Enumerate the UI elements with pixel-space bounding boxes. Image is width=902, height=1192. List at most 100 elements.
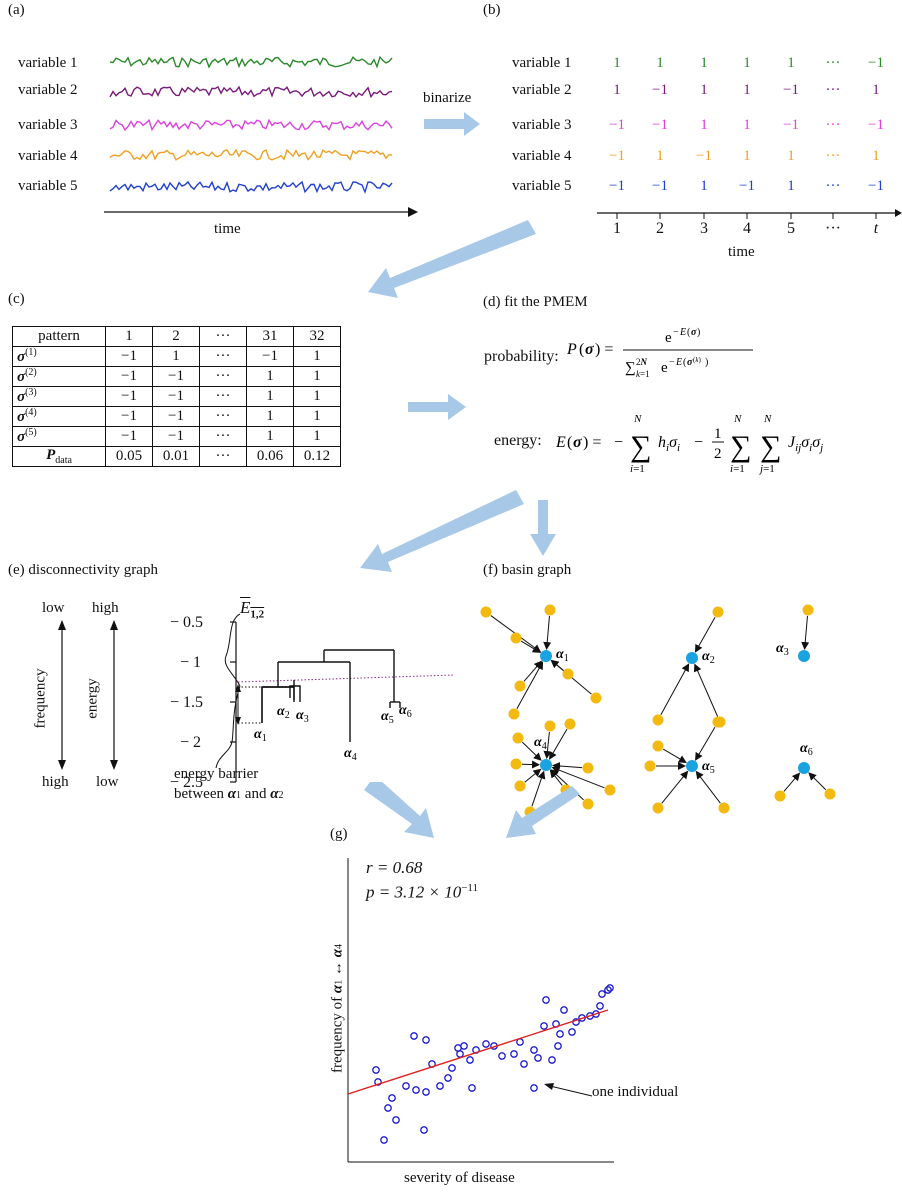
scatter-plot [347, 858, 614, 1163]
svg-text:1: 1 [714, 426, 722, 442]
b-time-axis-label: time [728, 244, 755, 260]
basin-state-node [508, 708, 520, 720]
b-time-tick-label: 2 [656, 220, 664, 237]
svg-text:e: e [665, 330, 672, 346]
scatter-point [530, 1084, 538, 1092]
alpha-symbol: α [270, 786, 279, 802]
local-minimum-node [798, 650, 810, 662]
e-ytick-label: − 1.5 [170, 694, 204, 711]
table-header-cell: 31 [246, 326, 294, 347]
r-value-text: r = 0.68 [366, 858, 422, 878]
p-value-text: p = 3.12 × 10−11 [366, 882, 478, 903]
probability-equation: P ( σ ) = e − E(σ) ∑ 2N k=1 e − E(σ (k)) [566, 327, 753, 379]
basin-state-node [824, 788, 836, 800]
barrier-text-2: between α1 and α2 [174, 786, 284, 802]
svg-text:hiσi: hiσi [658, 434, 680, 454]
local-minimum-label: α6 [800, 741, 813, 758]
svg-text:∑: ∑ [630, 430, 651, 463]
scatter-point [482, 1040, 490, 1048]
local-minimum-node [540, 759, 552, 771]
table-cell: 1 [293, 366, 341, 387]
svg-text:α3: α3 [296, 708, 309, 725]
time-series-line [109, 118, 393, 132]
g-ylabel: frequency of α1 ↔ α4 [329, 943, 346, 1074]
binary-value-cell: −1 [609, 117, 625, 133]
svg-text:N: N [763, 413, 772, 425]
table-header-cell: ··· [199, 326, 247, 347]
pattern-row-label: σ(1) [12, 346, 106, 367]
pattern-table: pattern 1 2 ··· 31 32 σ(1) −1 1 ··· −1 1 σ(2) −… [12, 326, 341, 467]
table-row: σ(3) −1 −1 ··· 1 1 [12, 386, 341, 407]
basin-edge [551, 766, 605, 789]
binary-value-cell: 1 [656, 55, 664, 71]
e-double-arrows [58, 620, 118, 770]
basin-state-node [510, 758, 522, 770]
pdata-subscript: data [55, 455, 72, 466]
a-variable-label: variable 3 [18, 117, 78, 133]
binary-value-cell: −1 [868, 117, 884, 133]
p-value: p = 3.12 × 10 [366, 882, 462, 902]
table-cell: −1 [105, 366, 153, 387]
basin-state-node [544, 604, 556, 616]
scatter-point [596, 1002, 604, 1010]
table-cell: −1 [246, 346, 294, 367]
svg-text:σ: σ [691, 327, 697, 338]
table-header-cell: 1 [105, 326, 153, 347]
table-cell: ··· [199, 406, 247, 427]
pattern-row-label: σ(3) [12, 386, 106, 407]
binary-value-cell: −1 [868, 178, 884, 194]
binary-value-cell: ··· [825, 55, 841, 71]
svg-text:N: N [733, 413, 742, 425]
barrier-e: E [240, 598, 251, 617]
binary-value-cell: ··· [825, 117, 841, 133]
table-cell: 1 [246, 426, 294, 447]
table-cell: −1 [152, 386, 200, 407]
basin-edge [808, 772, 827, 791]
scatter-point [568, 1028, 576, 1036]
scatter-point [554, 1042, 562, 1050]
table-cell: ··· [199, 426, 247, 447]
svg-text:α5: α5 [381, 709, 394, 726]
basin-edge [694, 616, 716, 653]
one-individual-label: one individual [592, 1084, 679, 1100]
panel-a-label: (a) [8, 2, 25, 18]
time-series-line [109, 148, 393, 161]
basin-state-node [564, 718, 576, 730]
basin-edge [524, 768, 542, 783]
table-cell: −1 [152, 426, 200, 447]
frequency-axis-label: frequency [32, 668, 49, 729]
scatter-point [444, 1074, 452, 1082]
g-xlabel: severity of disease [404, 1170, 515, 1186]
binary-value-cell: 1 [787, 178, 795, 194]
local-minimum-label: α4 [534, 735, 547, 752]
svg-text:2N: 2N [636, 357, 648, 367]
svg-text:2: 2 [714, 446, 722, 462]
basin-state-node [652, 740, 664, 752]
table-row: σ(5) −1 −1 ··· 1 1 [12, 426, 341, 447]
table-cell: ··· [199, 366, 247, 387]
scatter-point [510, 1050, 518, 1058]
basin-state-node [514, 680, 526, 692]
basin-edge [531, 770, 546, 807]
e-low-label: low [96, 774, 119, 790]
svg-text:α6: α6 [399, 703, 412, 720]
time-series-plot [104, 55, 418, 217]
scatter-point [468, 1084, 476, 1092]
local-minimum-label: α3 [776, 641, 789, 658]
a-time-axis-arrowhead [408, 207, 418, 217]
a-variable-label: variable 2 [18, 82, 78, 98]
basin-edge [543, 615, 552, 651]
svg-text:e: e [661, 360, 668, 376]
pdata-symbol: P [46, 447, 56, 463]
time-series-line [109, 180, 393, 195]
svg-text:(k): (k) [693, 356, 701, 364]
svg-text:σ: σ [687, 357, 693, 368]
local-minimum-label: α1 [556, 647, 569, 664]
table-row: σ(1) −1 1 ··· −1 1 [12, 346, 341, 367]
scatter-point [498, 1052, 506, 1060]
scatter-point [548, 1056, 556, 1064]
local-minimum-node [540, 650, 552, 662]
sigma-superscript: (2) [25, 367, 37, 378]
b-variable-label: variable 5 [512, 178, 572, 194]
energy-equation: E ( σ ) = − N ∑ i=1 hiσi − 1 2 N ∑ i=1 N… [555, 413, 823, 475]
